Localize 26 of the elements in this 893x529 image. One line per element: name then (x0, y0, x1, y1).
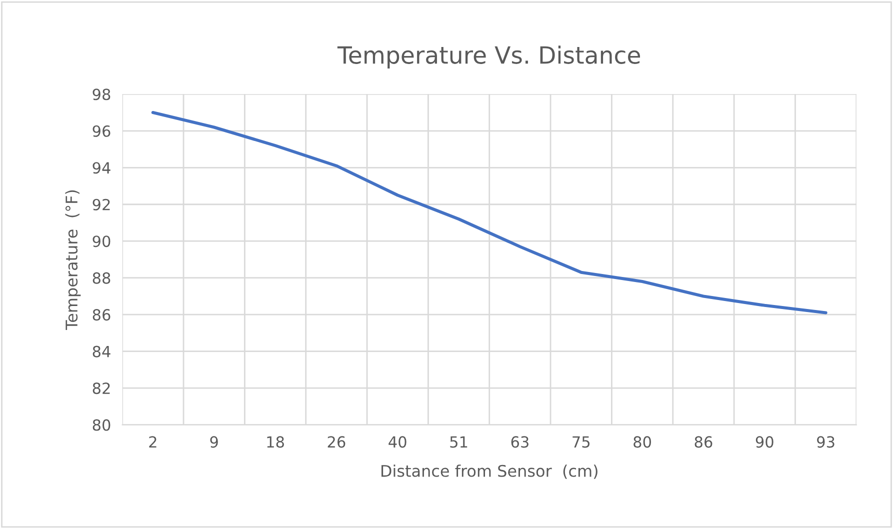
x-tick-label: 86 (694, 436, 712, 448)
chart-title: Temperature Vs. Distance (337, 46, 640, 69)
y-tick-label: 98 (92, 88, 110, 100)
x-tick-label: 9 (210, 436, 218, 448)
x-tick-label: 80 (634, 436, 651, 448)
y-tick-label: 92 (92, 198, 110, 210)
x-axis-title: Distance from Sensor (cm) (382, 464, 598, 479)
x-tick-label: 18 (267, 436, 284, 448)
x-tick-label: 75 (572, 436, 590, 448)
y-tick-label: 86 (92, 309, 110, 321)
y-tick-label: 82 (92, 382, 110, 394)
y-tick-label: 84 (92, 346, 110, 358)
y-tick-label: 96 (92, 125, 110, 137)
x-tick-label: 93 (817, 436, 834, 448)
x-tick-label: 2 (149, 436, 156, 448)
line-series (151, 111, 828, 314)
y-tick-label: 94 (92, 162, 110, 174)
y-axis-title: Temperature (°F) (65, 190, 81, 330)
x-tick-label: 51 (450, 436, 468, 448)
y-tick-label: 80 (92, 419, 110, 431)
x-tick-label: 90 (756, 436, 774, 448)
x-tick-label: 26 (328, 436, 346, 448)
y-tick-label: 88 (92, 272, 110, 284)
x-tick-label: 40 (388, 436, 406, 448)
y-tick-label: 90 (92, 236, 110, 248)
x-tick-label: 63 (511, 436, 528, 448)
